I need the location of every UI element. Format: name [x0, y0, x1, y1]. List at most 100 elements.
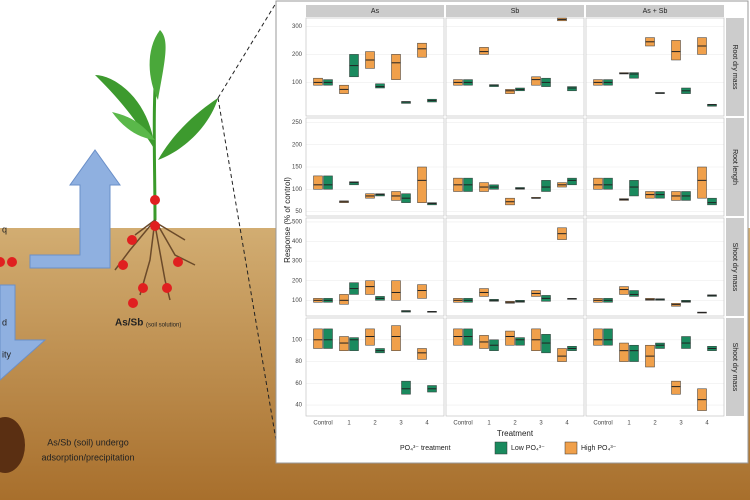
box [707, 197, 717, 206]
zoom-line [217, 2, 277, 99]
y-tick-label: 80 [295, 359, 302, 365]
row-label: Root dry mass [731, 44, 738, 90]
box [401, 380, 411, 395]
y-tick-label: 100 [292, 80, 303, 86]
box [505, 330, 515, 346]
cropped-text: q [2, 224, 7, 234]
y-tick-label: 300 [292, 24, 303, 30]
box [313, 77, 323, 86]
y-tick-label: 100 [292, 298, 303, 304]
facet-frame [445, 317, 585, 417]
x-tick-label: 3 [399, 421, 403, 427]
box [671, 380, 681, 395]
row-strip [726, 318, 744, 416]
box [417, 166, 427, 203]
chart: As Sb As + Sb Root dry mass 100 200 300 Root le… [283, 5, 744, 455]
row-strip [726, 18, 744, 116]
box [417, 42, 427, 58]
legend-label: Low PO₄³⁻ [511, 445, 545, 452]
y-tick-label: 400 [292, 239, 303, 245]
box [629, 72, 639, 79]
row-label: Root length [731, 149, 738, 185]
box [313, 175, 323, 190]
x-tick-label: 2 [373, 421, 377, 427]
y-tick-label: 250 [292, 120, 303, 126]
box [349, 181, 359, 186]
chart-panel [275, 0, 749, 464]
facet-frame [585, 217, 725, 317]
y-tick-label: 200 [292, 278, 303, 284]
box [515, 337, 525, 346]
facet-frame [305, 317, 445, 417]
box [323, 175, 333, 190]
box [323, 328, 333, 349]
soil-text: adsorption/precipitation [41, 452, 134, 462]
x-tick-label: 1 [627, 421, 631, 427]
box [681, 336, 691, 349]
legend-swatch [494, 441, 508, 455]
plant [0, 30, 218, 308]
facet-frame [445, 17, 585, 117]
facet-frame [585, 117, 725, 217]
soil-text: As/Sb (soil) undergo [47, 437, 129, 447]
row-strip [726, 218, 744, 316]
y-tick-label: 500 [292, 219, 303, 225]
soil-solution-sub: (soil solution) [146, 323, 181, 329]
box [339, 336, 349, 351]
legend-swatch [564, 441, 578, 455]
x-tick-label: Control [593, 421, 612, 427]
box [453, 328, 463, 346]
y-tick-label: 150 [292, 165, 303, 171]
strip [306, 5, 444, 17]
x-tick-label: 2 [513, 421, 517, 427]
box [391, 54, 401, 80]
box [313, 328, 323, 349]
box [391, 325, 401, 351]
box [417, 284, 427, 299]
y-tick-label: 300 [292, 259, 303, 265]
box [671, 40, 681, 61]
box [567, 177, 577, 186]
facet-frame [585, 317, 725, 417]
box [603, 328, 613, 346]
facet-frame [445, 117, 585, 217]
facet-frame [305, 217, 445, 317]
x-tick-label: 1 [487, 421, 491, 427]
legend-label: High PO₄³⁻ [581, 445, 617, 452]
facet-label: As + Sb [643, 8, 668, 15]
y-tick-label: 50 [295, 209, 302, 215]
soil-solution-label: As/Sb [115, 318, 143, 329]
facet-label: Sb [511, 8, 520, 15]
box [375, 83, 385, 89]
box [365, 328, 375, 346]
facet-frame [445, 217, 585, 317]
y-tick-label: 40 [295, 403, 302, 409]
box [697, 166, 707, 199]
box [603, 177, 613, 190]
box [593, 328, 603, 346]
y-axis-label: Response (% of control) [283, 177, 292, 263]
box [391, 280, 401, 301]
box [463, 328, 473, 346]
box [541, 180, 551, 192]
facet-frame [585, 17, 725, 117]
x-tick-label: 1 [347, 421, 351, 427]
x-tick-label: 3 [679, 421, 683, 427]
x-tick-label: 4 [425, 421, 429, 427]
strip [586, 5, 724, 17]
box [365, 280, 375, 295]
box [349, 337, 359, 351]
x-tick-label: 2 [653, 421, 657, 427]
cropped-text: d [2, 317, 7, 327]
row-label: Shoot dry mass [731, 243, 738, 292]
box [593, 177, 603, 190]
down-arrow [0, 284, 47, 381]
x-tick-label: Control [313, 421, 332, 427]
facet-frame [305, 17, 445, 117]
legend-title: PO₄³⁻ treatment [400, 445, 451, 452]
cropped-text: ity [2, 349, 12, 359]
box [479, 47, 489, 55]
x-tick-label: 3 [539, 421, 543, 427]
box [417, 348, 427, 360]
